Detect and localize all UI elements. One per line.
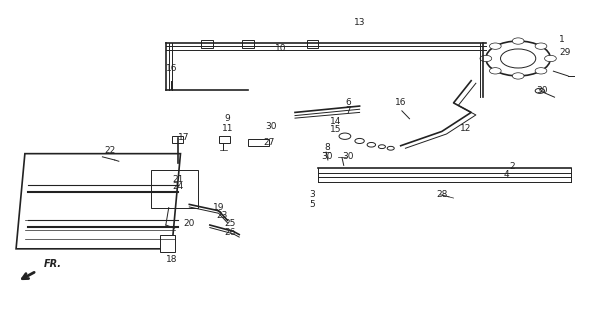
Text: 5: 5 [310,200,316,209]
Text: 30: 30 [266,122,277,131]
Circle shape [490,43,501,49]
Text: 16: 16 [166,63,178,73]
Bar [307,40,319,48]
Text: 30: 30 [342,152,353,161]
Bar [151,170,198,208]
Text: 6: 6 [345,99,350,108]
Bar [160,235,175,252]
Text: 2: 2 [509,162,515,171]
Bar [172,136,183,142]
Text: 24: 24 [172,182,183,191]
Circle shape [512,73,524,79]
Circle shape [535,68,547,74]
Text: 1: 1 [559,35,565,44]
Text: 27: 27 [263,138,274,147]
Text: 28: 28 [436,190,447,199]
Circle shape [480,55,491,62]
Text: 16: 16 [395,99,407,108]
Text: 17: 17 [178,133,189,142]
Text: 20: 20 [183,219,195,228]
Text: 29: 29 [559,48,571,57]
Text: 30: 30 [322,152,333,161]
Text: 19: 19 [213,203,224,212]
Text: 14: 14 [330,117,342,126]
Text: FR.: FR. [44,260,63,269]
Text: 8: 8 [324,143,330,152]
Bar [242,40,254,48]
Text: 13: 13 [354,18,365,27]
Circle shape [490,68,501,74]
Text: 30: 30 [536,86,548,95]
Circle shape [545,55,556,62]
Text: 12: 12 [460,124,471,133]
Text: 26: 26 [225,228,236,237]
Text: 25: 25 [225,219,236,228]
Text: 15: 15 [330,125,342,134]
Text: 23: 23 [216,211,227,220]
Circle shape [512,38,524,44]
Text: 4: 4 [504,170,509,179]
Text: 9: 9 [225,114,230,123]
Bar [201,40,213,48]
Text: 21: 21 [172,174,183,184]
Circle shape [535,43,547,49]
Text: 3: 3 [310,190,316,199]
Text: 22: 22 [104,146,116,155]
Text: 11: 11 [222,124,233,133]
Bar [219,136,231,142]
Text: 7: 7 [345,106,350,115]
Bar [248,139,268,146]
Text: 10: 10 [274,44,286,53]
Text: 18: 18 [166,255,178,264]
